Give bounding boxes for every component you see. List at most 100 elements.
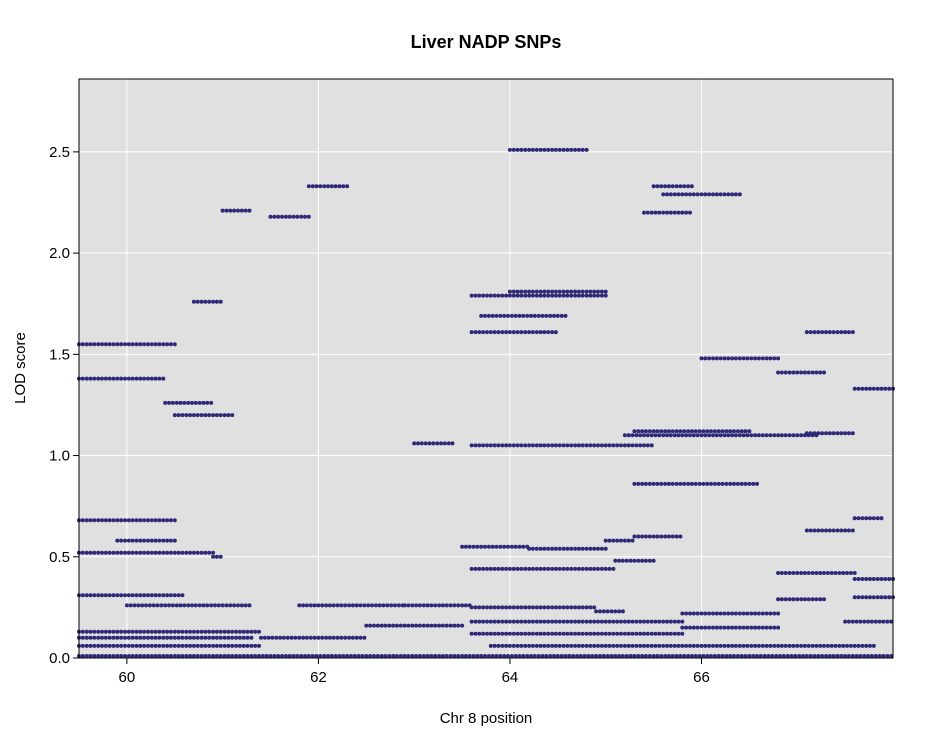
snp-point xyxy=(835,431,840,436)
snp-point xyxy=(111,550,116,555)
snp-point xyxy=(718,643,723,648)
snp-point xyxy=(718,611,723,616)
snp-point xyxy=(123,643,127,648)
snp-point xyxy=(607,566,612,571)
snp-point xyxy=(636,654,641,658)
snp-point xyxy=(776,370,781,375)
snp-point xyxy=(596,619,600,624)
snp-point xyxy=(249,643,254,648)
snp-point xyxy=(213,603,217,608)
snp-point xyxy=(724,429,729,434)
snp-point xyxy=(772,643,777,648)
snp-point xyxy=(96,376,101,381)
snp-point xyxy=(433,623,438,628)
snp-point xyxy=(216,603,221,608)
snp-point xyxy=(184,643,189,648)
snp-point xyxy=(530,289,535,294)
snp-point xyxy=(707,611,712,616)
snp-point xyxy=(626,631,631,636)
snp-point xyxy=(689,429,694,434)
snp-point xyxy=(103,629,108,634)
snp-point xyxy=(494,654,499,658)
snp-point xyxy=(546,330,551,335)
snp-point xyxy=(485,293,489,298)
snp-point xyxy=(146,593,150,598)
snp-point xyxy=(726,611,731,616)
snp-point xyxy=(211,635,216,640)
snp-point xyxy=(640,534,645,539)
snp-point xyxy=(301,603,306,608)
snp-point xyxy=(735,654,740,658)
snp-point xyxy=(599,643,604,648)
snp-point xyxy=(172,538,177,543)
snp-point xyxy=(659,184,664,189)
snp-point xyxy=(691,611,696,616)
snp-point xyxy=(446,441,451,446)
snp-point xyxy=(230,643,235,648)
snp-point xyxy=(873,619,878,624)
snp-point xyxy=(481,605,486,610)
snp-point xyxy=(207,629,212,634)
snp-point xyxy=(546,289,551,294)
snp-point xyxy=(588,619,593,624)
snp-point xyxy=(100,376,104,381)
snp-point xyxy=(668,433,673,438)
snp-point xyxy=(146,550,150,555)
snp-point xyxy=(111,376,116,381)
snp-point xyxy=(134,635,139,640)
snp-point xyxy=(588,605,593,610)
snp-point xyxy=(714,433,719,438)
snp-point xyxy=(553,605,558,610)
snp-point xyxy=(831,431,836,436)
snp-point xyxy=(636,558,641,563)
snp-point xyxy=(92,593,97,598)
snp-point xyxy=(707,625,712,630)
snp-point xyxy=(153,518,158,523)
snp-point xyxy=(657,210,662,215)
snp-point xyxy=(450,441,455,446)
snp-point xyxy=(222,635,227,640)
snp-point xyxy=(507,631,512,636)
snp-point xyxy=(157,518,162,523)
snp-point xyxy=(285,635,290,640)
snp-point xyxy=(749,356,754,361)
snp-point xyxy=(165,342,170,347)
snp-point xyxy=(477,631,482,636)
snp-point xyxy=(138,376,143,381)
snp-point xyxy=(841,643,846,648)
snp-point xyxy=(651,429,656,434)
snp-point xyxy=(670,184,675,189)
snp-point xyxy=(485,619,489,624)
snp-point xyxy=(569,289,574,294)
snp-point xyxy=(594,609,599,614)
snp-point xyxy=(666,184,671,189)
snp-point xyxy=(195,629,200,634)
snp-point xyxy=(473,605,478,610)
snp-point xyxy=(733,433,738,438)
snp-point xyxy=(665,631,669,636)
snp-point xyxy=(542,619,547,624)
snp-point xyxy=(703,356,708,361)
snp-point xyxy=(119,538,124,543)
snp-point xyxy=(165,654,170,658)
snp-point xyxy=(534,631,539,636)
snp-point xyxy=(676,210,681,215)
snp-point xyxy=(142,593,147,598)
snp-point xyxy=(615,631,620,636)
snp-point xyxy=(561,619,566,624)
snp-point xyxy=(542,330,547,335)
snp-point xyxy=(546,619,551,624)
snp-point xyxy=(498,313,503,318)
snp-point xyxy=(812,654,817,658)
snp-point xyxy=(711,192,715,197)
snp-point xyxy=(555,313,560,318)
snp-point xyxy=(561,147,566,152)
snp-point xyxy=(674,429,679,434)
snp-point xyxy=(88,550,93,555)
snp-point xyxy=(538,631,543,636)
snp-point xyxy=(550,443,555,448)
snp-point xyxy=(850,619,855,624)
snp-point xyxy=(663,481,668,486)
snp-point xyxy=(188,635,193,640)
snp-point xyxy=(544,313,549,318)
